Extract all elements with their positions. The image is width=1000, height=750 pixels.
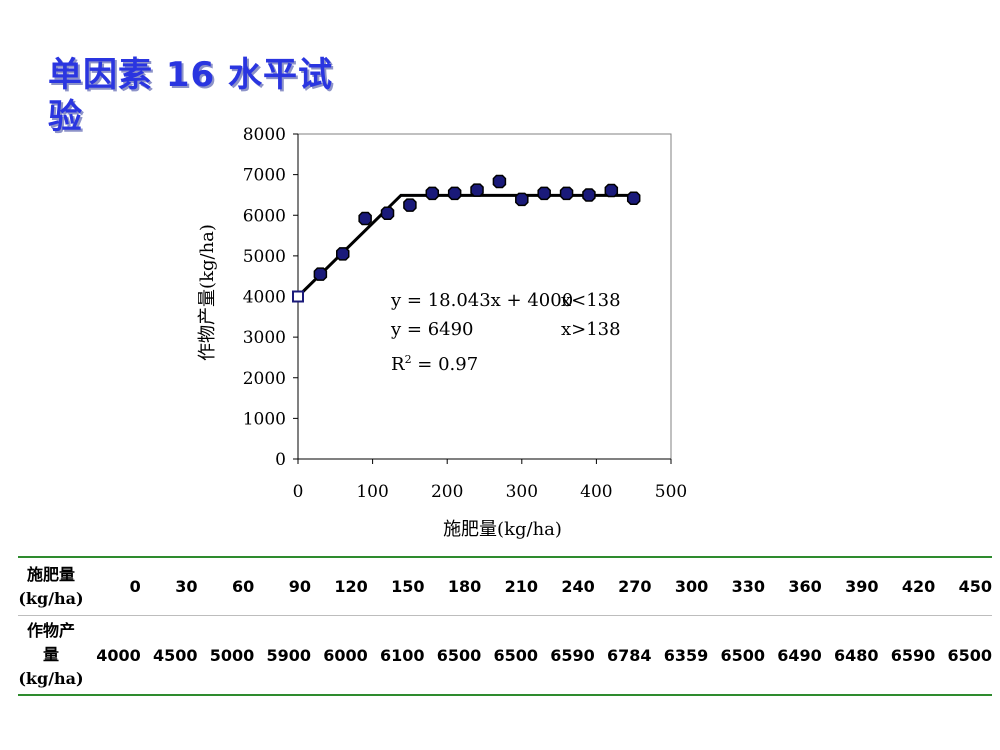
table-cell: 450 (935, 556, 992, 616)
data-point (380, 206, 395, 220)
y-axis-label: 作物产量(kg/ha) (197, 224, 218, 361)
table-cell: 360 (764, 556, 822, 616)
equation-1: y = 18.043x + 4000 (390, 290, 573, 311)
table-cell: 6100 (367, 615, 425, 696)
x-tick-label: 400 (580, 482, 612, 502)
r-squared: R2 = 0.97 (391, 353, 478, 375)
data-point (336, 247, 350, 261)
table-cell: 4500 (140, 615, 198, 696)
fit-line (296, 193, 634, 298)
data-point (470, 183, 484, 197)
table-cell: 240 (537, 556, 595, 616)
r-squared-r-sup: 2 (405, 353, 412, 366)
table-row-yield: 作物产 量 (kg/ha) 4000 4500 5000 5900 6000 6100 65… (18, 615, 992, 696)
table-cell: 6590 (878, 615, 936, 696)
row-header-line: 量 (42, 645, 59, 664)
table-cell: 6490 (764, 615, 822, 696)
table-cell: 120 (310, 556, 368, 616)
r-squared-r-rest: = 0.97 (412, 354, 479, 375)
row-header-yield: 作物产 量 (kg/ha) (18, 615, 84, 696)
table-cell: 6784 (594, 615, 652, 696)
table-cell: 6500 (935, 615, 992, 696)
row-header-unit: (kg/ha) (18, 669, 84, 688)
r-squared-r-base: R (391, 354, 405, 375)
y-tick-label: 3000 (243, 328, 286, 348)
table-cell: 6480 (821, 615, 879, 696)
table-cell: 420 (878, 556, 936, 616)
data-point (604, 183, 619, 198)
row-header-fertilizer: 施肥量 (kg/ha) (18, 556, 84, 616)
table-cell: 330 (708, 556, 765, 616)
x-tick-label: 300 (506, 482, 538, 502)
table-cell: 390 (821, 556, 879, 616)
table-cell: 60 (197, 556, 255, 616)
x-tick-label: 0 (293, 482, 304, 502)
row-header-unit: (kg/ha) (18, 588, 84, 608)
y-tick-label: 7000 (243, 166, 286, 186)
row-header-line: 作物产 (26, 621, 75, 640)
data-point (492, 174, 507, 189)
data-point (292, 290, 304, 303)
table-cell: 6359 (651, 615, 709, 696)
y-tick-label: 8000 (243, 125, 286, 145)
data-point (626, 191, 641, 205)
table-cell: 0 (83, 556, 141, 616)
row-header-line: 施肥量 (26, 564, 75, 584)
equation-1-condition: x<138 (561, 290, 621, 311)
y-tick-label: 0 (275, 450, 286, 470)
slide-title: 单因素 16 水平试验 (48, 55, 333, 137)
y-tick-label: 6000 (243, 206, 286, 226)
table-cell: 210 (481, 556, 538, 616)
y-tick-label: 5000 (243, 247, 286, 267)
data-point (403, 198, 417, 212)
table-cell: 30 (140, 556, 198, 616)
y-tick-label: 1000 (243, 409, 286, 429)
table-cell: 6000 (310, 615, 368, 696)
data-point (425, 186, 440, 201)
x-tick-label: 200 (431, 482, 463, 502)
data-point (313, 267, 328, 281)
equation-2-condition: x>138 (561, 319, 621, 340)
equation-2: y = 6490 (390, 319, 474, 340)
table-cell: 180 (424, 556, 482, 616)
data-point (447, 186, 462, 201)
x-tick-label: 500 (655, 482, 687, 502)
table-cell: 5000 (197, 615, 255, 696)
table-cell: 6500 (424, 615, 482, 696)
table-cell: 6500 (708, 615, 765, 696)
data-point (559, 186, 574, 201)
data-point (515, 192, 529, 207)
data-point (358, 211, 372, 226)
table-cell: 300 (651, 556, 709, 616)
data-point (537, 186, 551, 201)
table-cell: 5900 (254, 615, 311, 696)
table-cell: 150 (367, 556, 425, 616)
y-tick-label: 2000 (243, 369, 286, 389)
table-cell: 6500 (481, 615, 538, 696)
table-cell: 6590 (537, 615, 595, 696)
data-table: 施肥量 (kg/ha) 0 30 60 90 120 150 180 210 240 270 300… (18, 556, 992, 696)
x-tick-label: 100 (356, 482, 388, 502)
data-point (582, 188, 596, 202)
x-axis-label: 施肥量(kg/ha) (443, 519, 562, 540)
chart: 0 1000 2000 3000 4000 5000 6000 7000 8000 0 100 200… (197, 125, 687, 540)
table-cell: 90 (254, 556, 311, 616)
y-tick-label: 4000 (243, 288, 286, 308)
table-cell: 4000 (83, 615, 141, 696)
table-row-fertilizer: 施肥量 (kg/ha) 0 30 60 90 120 150 180 210 240 270 300… (18, 556, 992, 616)
table-cell: 270 (594, 556, 652, 616)
